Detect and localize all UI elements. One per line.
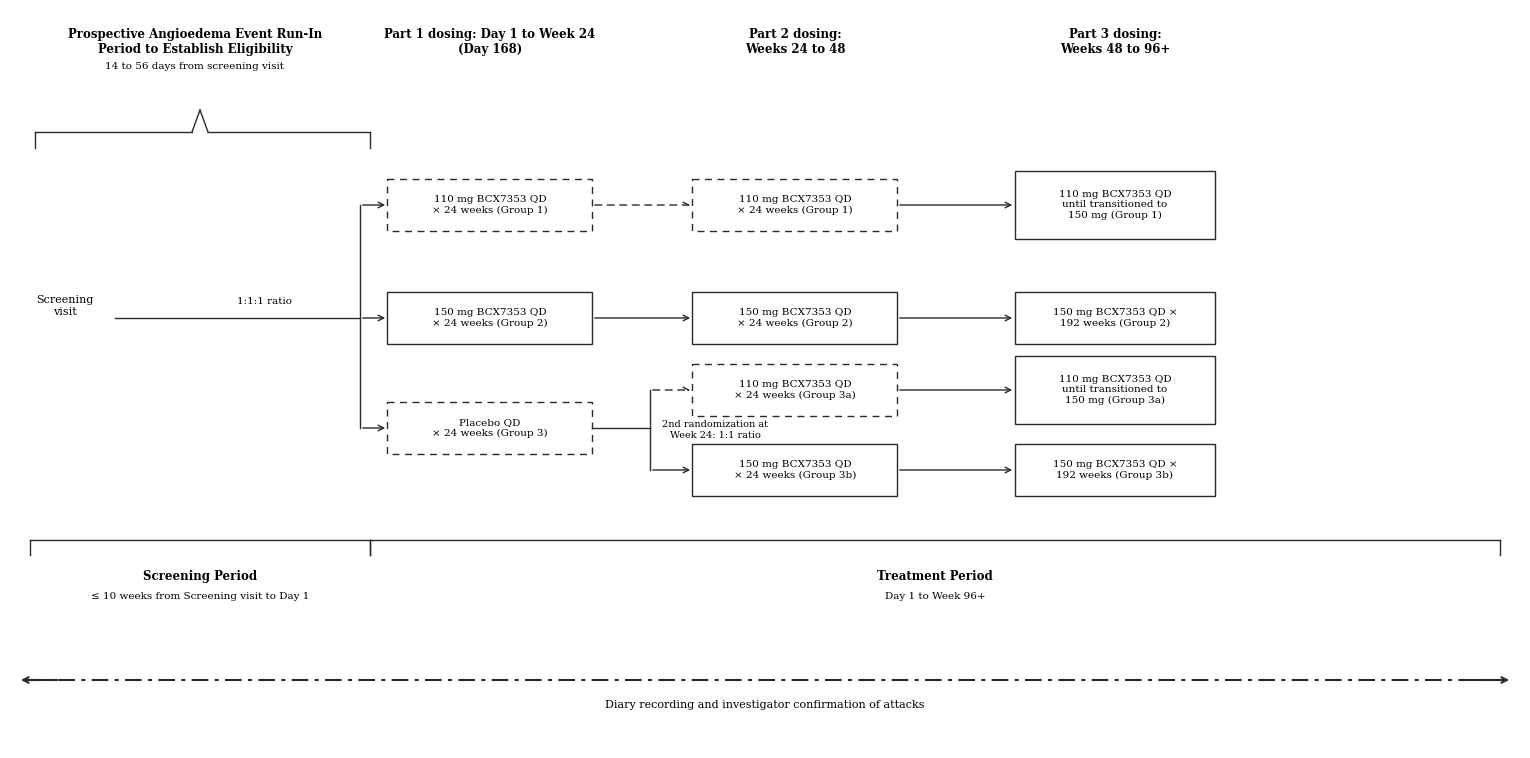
- Text: Screening
visit: Screening visit: [37, 295, 93, 317]
- Text: Diary recording and investigator confirmation of attacks: Diary recording and investigator confirm…: [606, 700, 924, 710]
- Text: 150 mg BCX7353 QD
× 24 weeks (Group 2): 150 mg BCX7353 QD × 24 weeks (Group 2): [737, 309, 852, 327]
- Text: 110 mg BCX7353 QD
× 24 weeks (Group 1): 110 mg BCX7353 QD × 24 weeks (Group 1): [431, 196, 548, 215]
- Text: 110 mg BCX7353 QD
until transitioned to
150 mg (Group 1): 110 mg BCX7353 QD until transitioned to …: [1059, 190, 1172, 220]
- FancyBboxPatch shape: [1014, 292, 1215, 344]
- Text: Day 1 to Week 96+: Day 1 to Week 96+: [884, 592, 985, 601]
- FancyBboxPatch shape: [1014, 171, 1215, 239]
- Text: Prospective Angioedema Event Run-In
Period to Establish Eligibility: Prospective Angioedema Event Run-In Peri…: [67, 28, 323, 56]
- FancyBboxPatch shape: [693, 292, 898, 344]
- Text: 2nd randomization at
Week 24: 1:1 ratio: 2nd randomization at Week 24: 1:1 ratio: [662, 420, 768, 440]
- Text: Placebo QD
× 24 weeks (Group 3): Placebo QD × 24 weeks (Group 3): [431, 418, 548, 438]
- FancyBboxPatch shape: [693, 444, 898, 496]
- FancyBboxPatch shape: [693, 179, 898, 231]
- FancyBboxPatch shape: [387, 292, 592, 344]
- Text: 110 mg BCX7353 QD
until transitioned to
150 mg (Group 3a): 110 mg BCX7353 QD until transitioned to …: [1059, 375, 1172, 405]
- Text: 150 mg BCX7353 QD ×
192 weeks (Group 2): 150 mg BCX7353 QD × 192 weeks (Group 2): [1053, 309, 1177, 327]
- Text: Part 3 dosing:
Weeks 48 to 96+: Part 3 dosing: Weeks 48 to 96+: [1060, 28, 1170, 56]
- FancyBboxPatch shape: [693, 364, 898, 416]
- Text: 150 mg BCX7353 QD
× 24 weeks (Group 3b): 150 mg BCX7353 QD × 24 weeks (Group 3b): [734, 460, 857, 480]
- Text: 110 mg BCX7353 QD
× 24 weeks (Group 1): 110 mg BCX7353 QD × 24 weeks (Group 1): [737, 196, 852, 215]
- Text: 14 to 56 days from screening visit: 14 to 56 days from screening visit: [106, 62, 285, 71]
- FancyBboxPatch shape: [387, 179, 592, 231]
- FancyBboxPatch shape: [1014, 444, 1215, 496]
- Text: 150 mg BCX7353 QD
× 24 weeks (Group 2): 150 mg BCX7353 QD × 24 weeks (Group 2): [431, 309, 548, 327]
- Text: 150 mg BCX7353 QD ×
192 weeks (Group 3b): 150 mg BCX7353 QD × 192 weeks (Group 3b): [1053, 460, 1177, 480]
- Text: 110 mg BCX7353 QD
× 24 weeks (Group 3a): 110 mg BCX7353 QD × 24 weeks (Group 3a): [734, 381, 855, 399]
- Text: Screening Period: Screening Period: [142, 570, 257, 583]
- FancyBboxPatch shape: [387, 402, 592, 454]
- FancyBboxPatch shape: [1014, 356, 1215, 424]
- Text: Part 1 dosing: Day 1 to Week 24
(Day 168): Part 1 dosing: Day 1 to Week 24 (Day 168…: [384, 28, 595, 56]
- Text: 1:1:1 ratio: 1:1:1 ratio: [237, 297, 292, 306]
- Text: Treatment Period: Treatment Period: [877, 570, 993, 583]
- Text: ≤ 10 weeks from Screening visit to Day 1: ≤ 10 weeks from Screening visit to Day 1: [90, 592, 309, 601]
- Text: Part 2 dosing:
Weeks 24 to 48: Part 2 dosing: Weeks 24 to 48: [745, 28, 845, 56]
